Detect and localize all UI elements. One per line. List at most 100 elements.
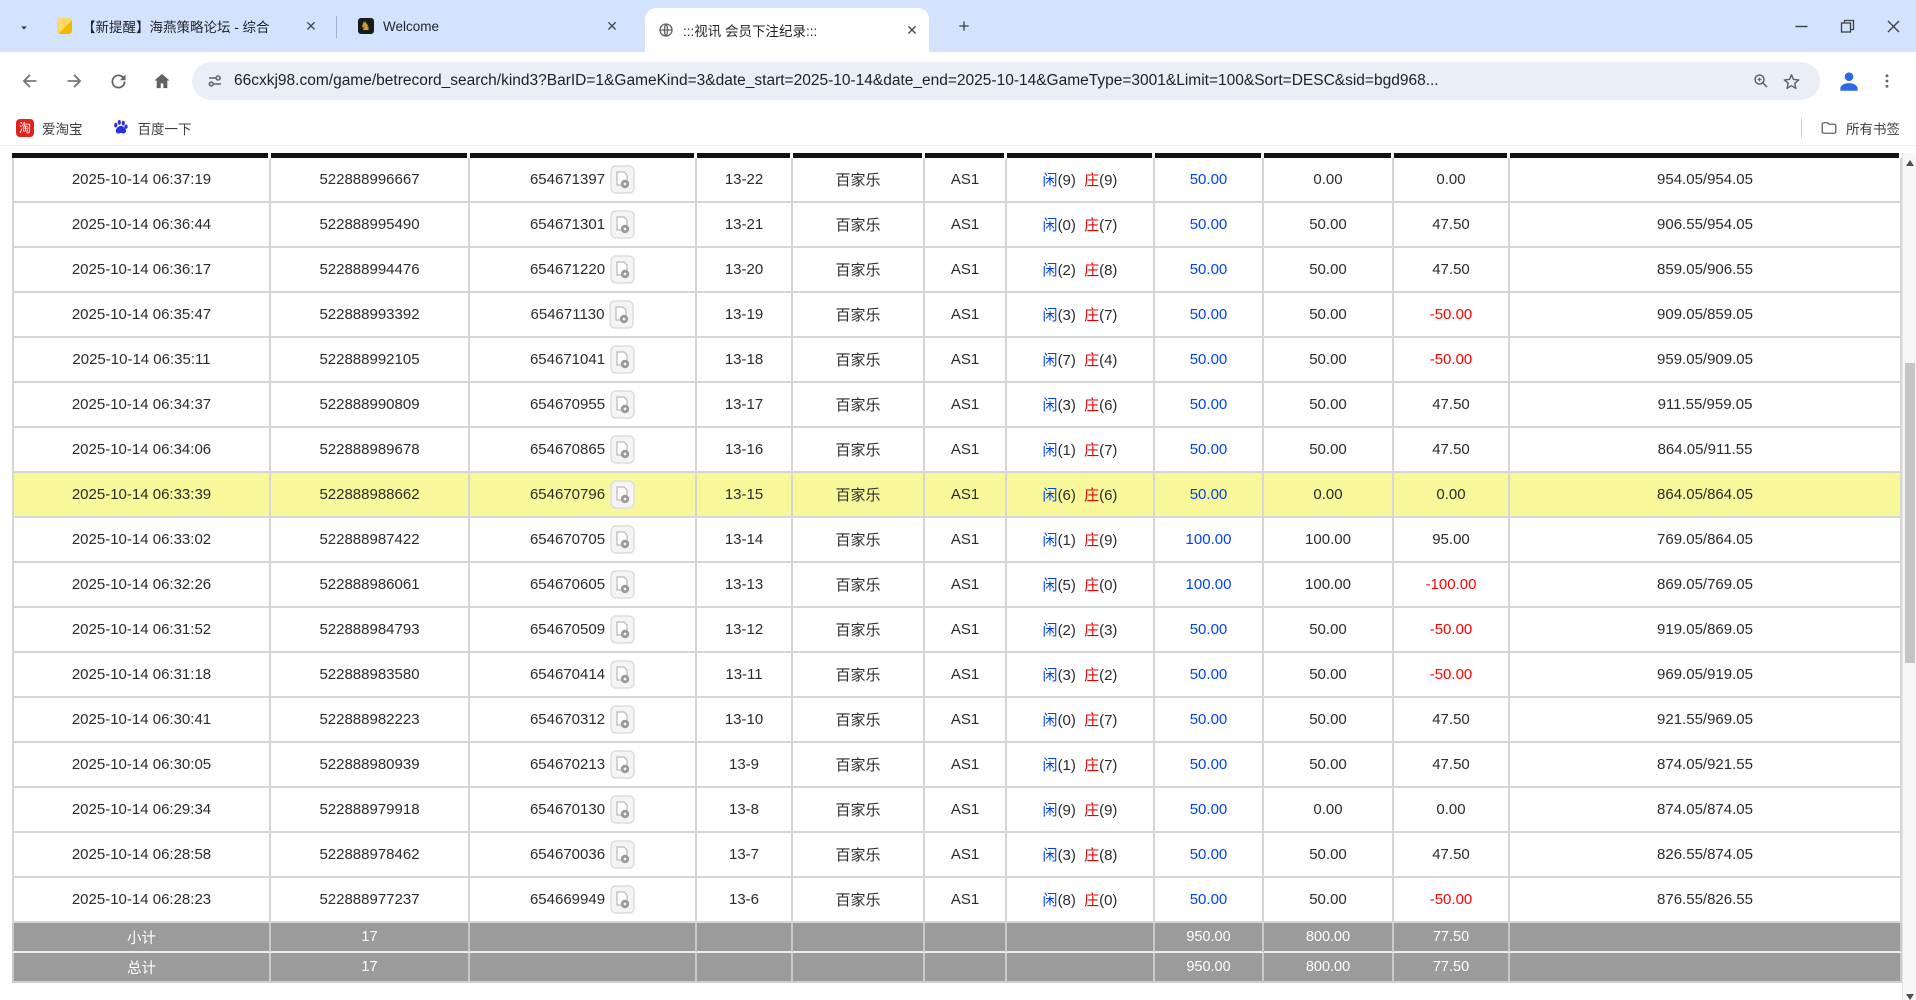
bet-amount-link[interactable]: 50.00 [1189, 801, 1228, 818]
cell-balance: 874.05/874.05 [1510, 788, 1902, 833]
cell-bet-time: 2025-10-14 06:28:23 [12, 878, 271, 923]
minimize-button[interactable] [1778, 0, 1824, 52]
bet-amount-link[interactable]: 50.00 [1189, 621, 1228, 638]
cell-bet-id: 522888992105 [271, 338, 470, 383]
video-replay-icon[interactable] [610, 885, 635, 914]
table-row: 2025-10-14 06:28:23 522888977237 6546699… [12, 878, 1902, 923]
tab-forum[interactable]: 【新提醒】海燕策略论坛 - 综合 ✕ [44, 0, 328, 52]
cell-bet-amount: 50.00 [1155, 338, 1264, 383]
tab-close-icon[interactable]: ✕ [606, 17, 618, 34]
zoom-button[interactable] [1746, 66, 1776, 96]
cell-balance: 969.05/919.05 [1510, 653, 1902, 698]
video-replay-icon[interactable] [610, 705, 635, 734]
cell-win-loss: 47.50 [1394, 203, 1510, 248]
cell-bet-amount: 50.00 [1155, 653, 1264, 698]
cell-game-name: 百家乐 [793, 518, 925, 563]
video-replay-icon[interactable] [609, 300, 635, 329]
scrollbar-thumb[interactable] [1905, 363, 1915, 663]
scroll-up-arrow[interactable] [1903, 155, 1916, 171]
bookmark-taobao[interactable]: 淘 爱淘宝 [16, 118, 83, 138]
cell-game-name: 百家乐 [793, 293, 925, 338]
cell-bet-time: 2025-10-14 06:33:02 [12, 518, 271, 563]
taobao-icon: 淘 [16, 118, 34, 137]
close-window-button[interactable] [1870, 0, 1916, 52]
person-icon [1840, 72, 1858, 91]
reload-button[interactable] [98, 61, 138, 101]
bet-amount-link[interactable]: 50.00 [1189, 486, 1228, 503]
profile-avatar[interactable] [1830, 62, 1868, 100]
cell-valid-amount: 50.00 [1264, 653, 1394, 698]
bet-amount-link[interactable]: 50.00 [1189, 306, 1228, 323]
home-button[interactable] [142, 61, 182, 101]
cell-game-result: 闲(6) 庄(6) [1007, 473, 1155, 518]
tab-close-icon[interactable]: ✕ [906, 21, 918, 38]
table-row: 2025-10-14 06:30:05 522888980939 6546702… [12, 743, 1902, 788]
forward-button[interactable] [54, 61, 94, 101]
vertical-scrollbar[interactable] [1902, 153, 1916, 1000]
bet-amount-link[interactable]: 50.00 [1189, 171, 1228, 188]
all-bookmarks-button[interactable]: 所有书签 [1820, 118, 1900, 138]
bet-amount-link[interactable]: 50.00 [1189, 891, 1228, 908]
bet-amount-link[interactable]: 50.00 [1189, 846, 1228, 863]
cell-bet-amount: 50.00 [1155, 383, 1264, 428]
cell-bet-id: 522888989678 [271, 428, 470, 473]
bet-amount-link[interactable]: 50.00 [1189, 261, 1228, 278]
site-settings-icon[interactable] [206, 72, 224, 90]
table-row: 2025-10-14 06:30:41 522888982223 6546703… [12, 698, 1902, 743]
cell-round-number: 13-17 [697, 383, 793, 428]
cell-table-name: AS1 [925, 518, 1007, 563]
video-replay-icon[interactable] [610, 750, 635, 779]
bet-amount-link[interactable]: 100.00 [1185, 531, 1232, 548]
tab-strip: 【新提醒】海燕策略论坛 - 综合 ✕ ♞ Welcome ✕ :::视讯 会员下… [44, 0, 929, 52]
cell-round-number: 13-21 [697, 203, 793, 248]
chevron-down-icon [21, 26, 27, 30]
tab-bet-records-active[interactable]: :::视讯 会员下注纪录::: ✕ [645, 8, 929, 52]
cell-game-result: 闲(3) 庄(2) [1007, 653, 1155, 698]
url-text[interactable]: 66cxkj98.com/game/betrecord_search/kind3… [234, 72, 1439, 89]
back-button[interactable] [10, 61, 50, 101]
browser-menu-button[interactable] [1868, 62, 1906, 100]
bet-amount-link[interactable]: 50.00 [1189, 666, 1228, 683]
tab-close-icon[interactable]: ✕ [305, 17, 317, 34]
table-row: 2025-10-14 06:36:17 522888994476 6546712… [12, 248, 1902, 293]
browser-titlebar: 【新提醒】海燕策略论坛 - 综合 ✕ ♞ Welcome ✕ :::视讯 会员下… [0, 0, 1916, 52]
scroll-down-arrow[interactable] [1903, 989, 1916, 1000]
tab-search-button[interactable] [14, 18, 34, 38]
bet-amount-link[interactable]: 50.00 [1189, 351, 1228, 368]
cell-round-number: 13-10 [697, 698, 793, 743]
video-replay-icon[interactable] [610, 435, 635, 464]
restore-button[interactable] [1824, 0, 1870, 52]
video-replay-icon[interactable] [610, 660, 635, 689]
bet-amount-link[interactable]: 50.00 [1189, 441, 1228, 458]
video-replay-icon[interactable] [610, 525, 635, 554]
cell-game-result: 闲(3) 庄(8) [1007, 833, 1155, 878]
video-replay-icon[interactable] [610, 210, 635, 239]
video-replay-icon[interactable] [610, 840, 635, 869]
video-replay-icon[interactable] [610, 390, 635, 419]
cell-valid-amount: 50.00 [1264, 338, 1394, 383]
video-replay-icon[interactable] [610, 345, 635, 374]
bet-amount-link[interactable]: 100.00 [1185, 576, 1232, 593]
cell-game-name: 百家乐 [793, 698, 925, 743]
video-replay-icon[interactable] [610, 615, 635, 644]
video-replay-icon[interactable] [610, 255, 635, 284]
video-replay-icon[interactable] [610, 570, 635, 599]
video-replay-icon[interactable] [610, 795, 635, 824]
video-replay-icon[interactable] [610, 480, 635, 509]
cell-win-loss: -100.00 [1394, 563, 1510, 608]
address-bar[interactable]: 66cxkj98.com/game/betrecord_search/kind3… [192, 62, 1820, 100]
bet-amount-link[interactable]: 50.00 [1189, 711, 1228, 728]
new-tab-button[interactable] [952, 14, 976, 38]
bet-amount-link[interactable]: 50.00 [1189, 756, 1228, 773]
bookmark-baidu[interactable]: 百度一下 [111, 118, 192, 138]
cell-round-number: 13-13 [697, 563, 793, 608]
cell-balance: 864.05/911.55 [1510, 428, 1902, 473]
cell-bet-id: 522888983580 [271, 653, 470, 698]
bet-amount-link[interactable]: 50.00 [1189, 216, 1228, 233]
cell-valid-amount: 50.00 [1264, 833, 1394, 878]
bet-amount-link[interactable]: 50.00 [1189, 396, 1228, 413]
video-replay-icon[interactable] [610, 165, 635, 194]
bookmark-star-button[interactable] [1776, 66, 1806, 96]
cell-game-name: 百家乐 [793, 338, 925, 383]
tab-welcome[interactable]: ♞ Welcome ✕ [345, 0, 629, 52]
